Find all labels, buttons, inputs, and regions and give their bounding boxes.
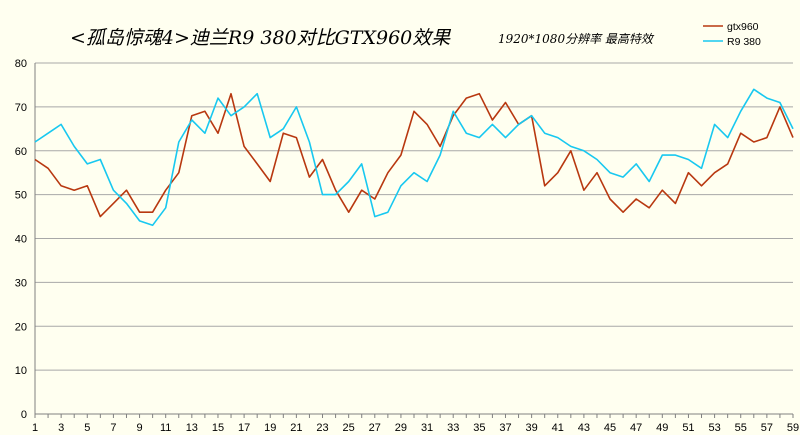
x-tick-label: 45 [604,422,616,434]
x-tick-label: 43 [578,422,590,434]
legend-label: gtx960 [727,21,759,33]
x-tick-label: 11 [160,422,171,434]
x-tick-label: 17 [238,422,250,434]
x-tick-label: 39 [525,422,537,434]
y-tick-label: 80 [15,58,27,70]
y-tick-label: 10 [15,365,27,377]
x-tick-label: 5 [84,422,90,434]
x-tick-label: 1 [32,422,38,434]
x-tick-label: 19 [264,422,276,434]
x-tick-label: 49 [656,422,668,434]
series-line-r9-380 [34,88,794,227]
y-tick-label: 50 [15,190,27,202]
x-tick-label: 9 [136,422,142,434]
x-tick-label: 13 [186,422,198,434]
x-tick-label: 55 [735,422,747,434]
y-tick-label: 60 [15,146,27,158]
x-tick-label: 35 [473,422,485,434]
x-tick-label: 21 [290,422,302,434]
x-tick-label: 29 [395,422,407,434]
x-tick-label: 37 [499,422,511,434]
x-tick-label: 53 [708,422,720,434]
x-tick-label: 27 [369,422,381,434]
legend: gtx960 R9 380 [703,21,761,48]
y-tick-label: 20 [15,321,27,333]
x-tick-label: 15 [212,422,224,434]
chart-title: <孤岛惊魂4>迪兰R9 380对比GTX960效果 [70,27,451,49]
x-tick-label: 57 [761,422,773,434]
x-tick-label: 47 [630,422,642,434]
chart-subtitle: 1920*1080分辨率 最高特效 [498,32,655,46]
x-tick-label: 41 [552,422,564,434]
y-tick-label: 30 [15,277,27,289]
y-tick-label: 0 [21,409,27,421]
x-tick-label: 33 [447,422,459,434]
x-tick-label: 25 [343,422,355,434]
y-tick-label: 40 [15,234,27,246]
series-line-gtx960 [34,92,794,218]
x-tick-label: 31 [421,422,433,434]
y-tick-label: 70 [15,102,27,114]
x-tick-label: 51 [682,422,694,434]
series-layer [34,88,794,227]
gridlines [35,62,793,371]
x-tick-label: 3 [58,422,64,434]
x-tick-label: 7 [110,422,116,434]
x-tick-label: 59 [787,422,799,434]
x-tick-label: 23 [316,422,328,434]
legend-label: R9 380 [727,36,761,48]
